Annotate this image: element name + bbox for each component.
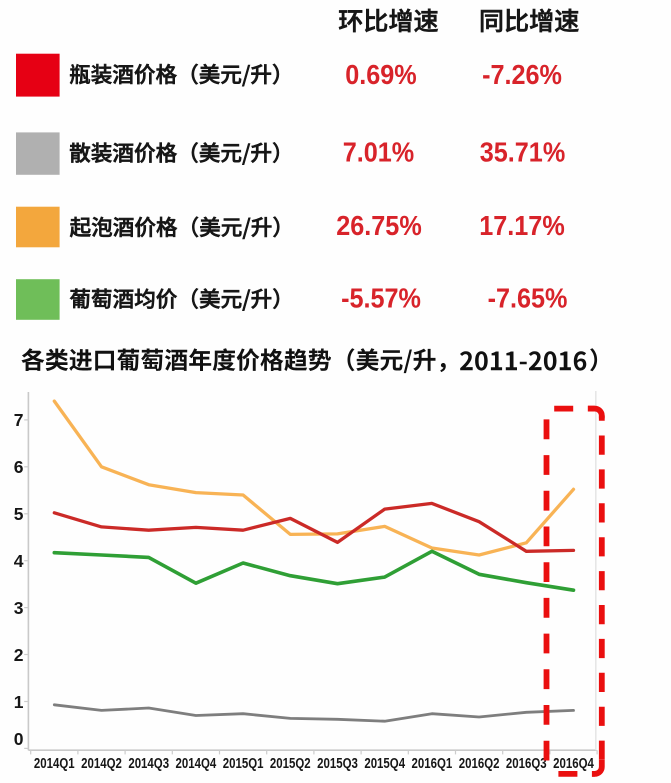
svg-text:0.69%: 0.69% xyxy=(345,59,416,91)
svg-text:2016Q3: 2016Q3 xyxy=(506,755,547,772)
svg-text:26.75%: 26.75% xyxy=(336,210,421,242)
svg-text:-7.26%: -7.26% xyxy=(482,59,562,91)
svg-text:3: 3 xyxy=(14,598,24,618)
svg-text:0: 0 xyxy=(14,729,24,749)
svg-text:2014Q3: 2014Q3 xyxy=(128,755,169,772)
svg-text:2014Q2: 2014Q2 xyxy=(81,755,122,772)
svg-text:1: 1 xyxy=(14,692,24,712)
svg-text:2015Q3: 2015Q3 xyxy=(317,755,358,772)
svg-text:2015Q4: 2015Q4 xyxy=(364,755,405,772)
svg-text:2015Q1: 2015Q1 xyxy=(223,755,264,772)
svg-text:7.01%: 7.01% xyxy=(343,136,414,168)
svg-text:-5.57%: -5.57% xyxy=(341,282,421,314)
svg-text:5: 5 xyxy=(14,504,24,524)
svg-text:4: 4 xyxy=(14,551,24,571)
svg-text:-7.65%: -7.65% xyxy=(488,282,568,314)
svg-text:2014Q1: 2014Q1 xyxy=(34,755,75,772)
svg-text:2015Q2: 2015Q2 xyxy=(270,755,311,772)
svg-text:2: 2 xyxy=(14,645,24,665)
svg-text:35.71%: 35.71% xyxy=(480,136,565,168)
svg-text:2014Q4: 2014Q4 xyxy=(176,755,217,772)
svg-text:2016Q2: 2016Q2 xyxy=(459,755,500,772)
svg-text:17.17%: 17.17% xyxy=(479,210,564,242)
svg-text:2016Q1: 2016Q1 xyxy=(412,755,453,772)
svg-text:6: 6 xyxy=(14,457,24,477)
svg-text:7: 7 xyxy=(14,410,24,430)
svg-text:2016Q4: 2016Q4 xyxy=(553,755,594,772)
